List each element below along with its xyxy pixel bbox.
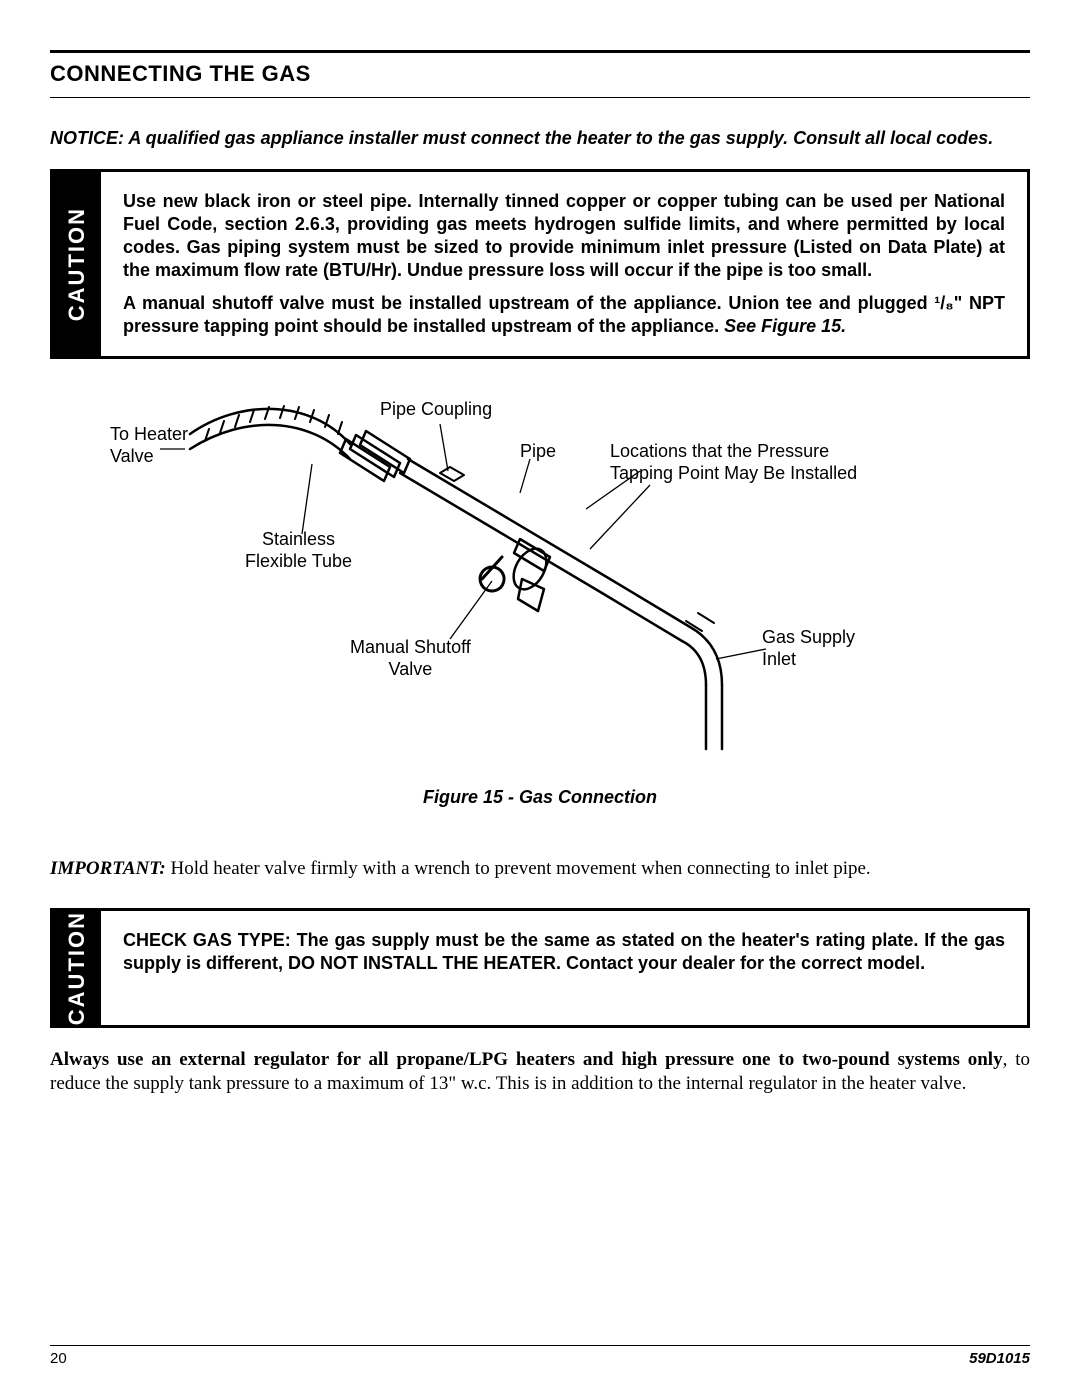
label-gas-supply: Gas Supply Inlet <box>762 627 855 670</box>
caution-box-piping: CAUTION Use new black iron or steel pipe… <box>50 169 1030 359</box>
notice-text: NOTICE: A qualified gas appliance instal… <box>50 128 1030 149</box>
doc-number: 59D1015 <box>969 1350 1030 1367</box>
label-stainless: Stainless Flexible Tube <box>245 529 352 572</box>
section-title: CONNECTING THE GAS <box>50 61 1030 87</box>
page-footer: 20 59D1015 <box>50 1345 1030 1367</box>
important-note: IMPORTANT: Hold heater valve firmly with… <box>50 858 1030 880</box>
caution-box-gastype: CAUTION CHECK GAS TYPE: The gas supply m… <box>50 908 1030 1028</box>
caution-tab: CAUTION <box>53 911 101 1025</box>
figure-gas-connection: To Heater Valve Pipe Coupling Pipe Locat… <box>50 389 1030 769</box>
caution-tab: CAUTION <box>53 172 101 356</box>
label-to-heater: To Heater Valve <box>110 424 188 467</box>
caution-body: CHECK GAS TYPE: The gas supply must be t… <box>101 911 1027 1025</box>
label-locations: Locations that the Pressure Tapping Poin… <box>610 441 857 484</box>
important-lead: IMPORTANT: <box>50 858 166 879</box>
regulator-bold: Always use an external regulator for all… <box>50 1049 1003 1070</box>
footer-rule <box>50 1345 1030 1346</box>
caution-label: CAUTION <box>64 911 90 1025</box>
caution1-p2: A manual shutoff valve must be installed… <box>123 292 1005 338</box>
caution1-p1: Use new black iron or steel pipe. Intern… <box>123 190 1005 282</box>
figure-caption: Figure 15 - Gas Connection <box>50 787 1030 808</box>
caution2-text: CHECK GAS TYPE: The gas supply must be t… <box>123 929 1005 975</box>
page-number: 20 <box>50 1350 67 1367</box>
important-text: Hold heater valve firmly with a wrench t… <box>166 858 871 879</box>
regulator-note: Always use an external regulator for all… <box>50 1048 1030 1096</box>
top-rule-thick <box>50 50 1030 53</box>
top-rule-thin <box>50 97 1030 98</box>
label-pipe: Pipe <box>520 441 556 463</box>
label-pipe-coupling: Pipe Coupling <box>380 399 492 421</box>
caution-body: Use new black iron or steel pipe. Intern… <box>101 172 1027 356</box>
caution-label: CAUTION <box>64 207 90 321</box>
label-manual-shutoff: Manual Shutoff Valve <box>350 637 471 680</box>
